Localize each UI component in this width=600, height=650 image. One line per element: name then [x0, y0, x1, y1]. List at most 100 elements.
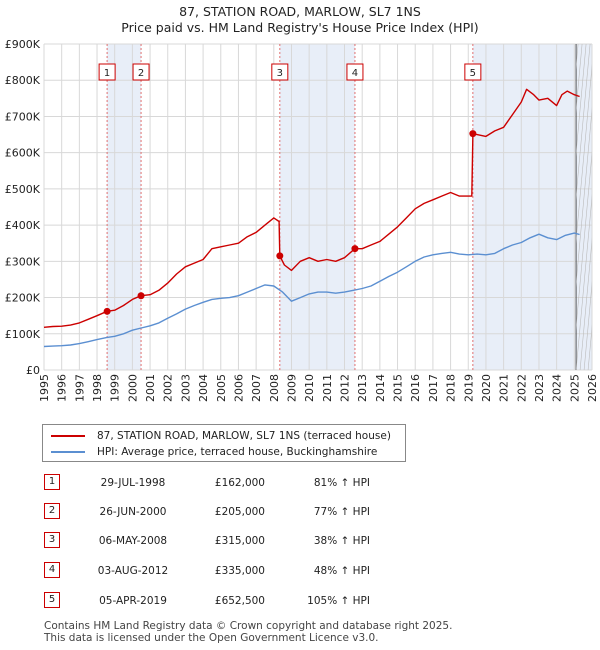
- sales-table-row: 3 06-MAY-2008 £315,000 38% ↑ HPI: [0, 532, 600, 550]
- sale-point: [351, 245, 359, 253]
- y-tick-label: £400K: [5, 219, 41, 232]
- x-tick-label: 2021: [498, 374, 511, 402]
- forecast-hatch-line: [579, 237, 593, 370]
- sales-table-row: 4 03-AUG-2012 £335,000 48% ↑ HPI: [0, 562, 600, 580]
- sale-point: [103, 307, 111, 315]
- y-tick-label: £800K: [5, 74, 41, 87]
- sale-number-badge: 4: [44, 562, 60, 578]
- sale-badge-box: [132, 63, 150, 81]
- legend-label-property: 87, STATION ROAD, MARLOW, SL7 1NS (terra…: [97, 430, 391, 442]
- sale-points: [103, 130, 477, 315]
- x-tick-label: 2022: [515, 374, 528, 402]
- sale-price: £205,000: [214, 506, 265, 518]
- sale-date: 06-MAY-2008: [98, 535, 168, 547]
- forecast-hatch-line: [576, 63, 593, 243]
- x-tick-label: 2012: [339, 374, 352, 402]
- x-tick-label: 1997: [73, 374, 86, 402]
- y-tick-label: £600K: [5, 147, 41, 160]
- forecast-hatch-line: [576, 44, 587, 156]
- x-tick-label: 2016: [409, 374, 422, 402]
- x-tick-label: 2024: [551, 374, 564, 402]
- legend-swatch-hpi: [51, 451, 85, 453]
- forecast-hatch-line: [576, 44, 583, 113]
- x-tick-label: 2019: [462, 374, 475, 402]
- forecast-hatch-line: [576, 193, 593, 370]
- hpi-line: [43, 232, 580, 348]
- x-tick-label: 2011: [321, 374, 334, 402]
- legend-label-hpi: HPI: Average price, terraced house, Buck…: [97, 446, 378, 458]
- sale-hpi-change: 77% ↑ HPI: [313, 506, 370, 518]
- sale-badge-box: [271, 63, 289, 81]
- sale-hpi-change: 81% ↑ HPI: [313, 477, 370, 489]
- x-tick-label: 2003: [179, 374, 192, 402]
- x-tick-label: 2015: [392, 374, 405, 402]
- sale-badge-box: [346, 63, 364, 81]
- sale-price: £652,500: [214, 595, 265, 607]
- footer-licence: This data is licensed under the Open Gov…: [44, 632, 379, 644]
- chart-title: 87, STATION ROAD, MARLOW, SL7 1NS: [179, 4, 421, 19]
- x-tick-label: 1998: [91, 374, 104, 402]
- y-tick-label: £700K: [5, 110, 41, 123]
- x-tick-label: 1999: [109, 374, 122, 402]
- ownership-shade: [472, 44, 592, 370]
- sale-date: 26-JUN-2000: [99, 506, 167, 518]
- x-tick-label: 2026: [586, 374, 599, 402]
- forecast-hatch-line: [576, 106, 593, 287]
- sale-point: [276, 252, 284, 260]
- x-tick-label: 2025: [568, 374, 581, 402]
- y-tick-label: £300K: [5, 255, 41, 268]
- x-tick-label: 2023: [533, 374, 546, 402]
- footer-copyright: Contains HM Land Registry data © Crown c…: [44, 620, 453, 632]
- sale-hpi-change: 48% ↑ HPI: [313, 565, 370, 577]
- sale-badge-label: 3: [277, 68, 283, 79]
- sale-price: £162,000: [214, 477, 265, 489]
- legend-swatch-property: [51, 435, 85, 437]
- x-tick-label: 2018: [445, 374, 458, 402]
- sale-badge-label: 1: [104, 68, 110, 79]
- price-chart: 1 2 3 4 5 £0 £100K £200K £300K £400K £500K £600K £7…: [5, 38, 599, 402]
- x-tick-label: 2002: [162, 374, 175, 402]
- x-tick-label: 2006: [232, 374, 245, 402]
- y-tick-label: £0: [26, 364, 40, 377]
- y-tick-label: £200K: [5, 292, 41, 305]
- sale-hpi-change: 38% ↑ HPI: [313, 535, 370, 547]
- forecast-hatch-line: [576, 44, 591, 200]
- sale-badge-box: [464, 63, 482, 81]
- x-tick-label: 2009: [285, 374, 298, 402]
- sale-number-badge: 1: [44, 474, 60, 490]
- ownership-shade: [107, 44, 142, 370]
- sale-badge-label: 2: [138, 68, 144, 79]
- sale-badges: 1 2 3 4 5: [98, 63, 482, 81]
- sale-badge-label: 5: [470, 68, 476, 79]
- sale-badge-box: [98, 63, 116, 81]
- shaded-ownership-periods: [107, 44, 592, 370]
- x-axis-ticks: 1995 1996 1997 1998 1999 2000 2001 2002 2003 2004…: [38, 374, 599, 402]
- sale-hpi-change: 105% ↑ HPI: [307, 595, 370, 607]
- x-tick-label: 2017: [427, 374, 440, 402]
- x-tick-label: 1995: [38, 374, 51, 402]
- x-tick-label: 1996: [56, 374, 69, 402]
- x-tick-label: 2004: [197, 374, 210, 402]
- sale-number-badge: 2: [44, 503, 60, 519]
- sale-date: 05-APR-2019: [99, 595, 167, 607]
- forecast-hatch-region: [575, 44, 593, 370]
- y-tick-label: £100K: [5, 328, 41, 341]
- x-tick-label: 2010: [303, 374, 316, 402]
- sale-date: 29-JUL-1998: [100, 477, 166, 489]
- y-axis-ticks: £0 £100K £200K £300K £400K £500K £600K £700K £80…: [5, 38, 41, 377]
- chart-subtitle: Price paid vs. HM Land Registry's House …: [121, 20, 479, 35]
- sale-point: [137, 292, 145, 300]
- sale-badge-label: 4: [352, 68, 358, 79]
- x-tick-label: 2020: [480, 374, 493, 402]
- x-tick-label: 2014: [374, 374, 387, 402]
- x-tick-label: 2007: [250, 374, 263, 402]
- sale-date: 03-AUG-2012: [97, 565, 169, 577]
- sale-number-badge: 3: [44, 532, 60, 548]
- x-tick-label: 2008: [268, 374, 281, 402]
- x-tick-label: 2000: [126, 374, 139, 402]
- sale-number-badge: 5: [44, 592, 60, 608]
- y-tick-label: £500K: [5, 183, 41, 196]
- legend: 87, STATION ROAD, MARLOW, SL7 1NS (terra…: [42, 424, 406, 462]
- ownership-shade: [279, 44, 355, 370]
- sales-table-row: 2 26-JUN-2000 £205,000 77% ↑ HPI: [0, 503, 600, 521]
